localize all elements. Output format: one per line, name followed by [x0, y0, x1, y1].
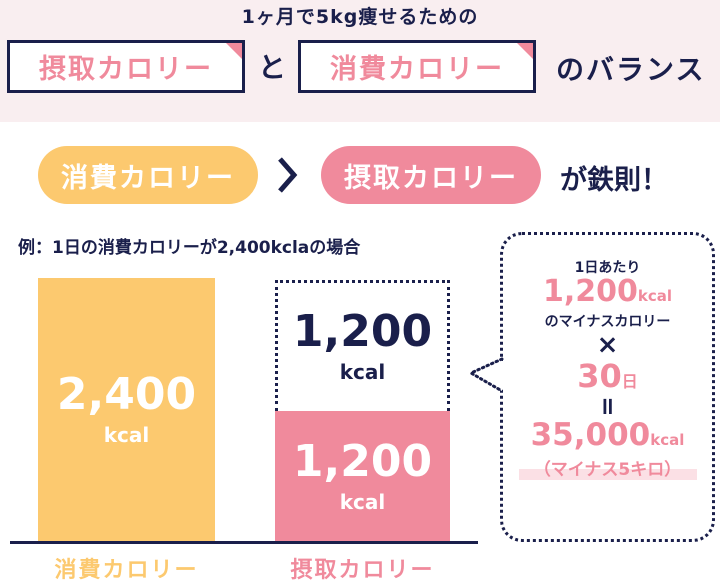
intake-unit: kcal	[339, 489, 386, 514]
equals-icon: =	[593, 395, 622, 417]
callout-pointer	[467, 355, 505, 395]
consumed-label: 消費カロリー	[54, 558, 199, 583]
intake-value: 1,200	[292, 435, 433, 487]
callout-total-unit: kcal	[650, 431, 685, 450]
intake-pill: 摂取カロリー	[321, 146, 541, 204]
intake-box: 摂取カロリー	[7, 40, 245, 93]
deficit-value: 1,200	[292, 306, 433, 357]
consumed-unit: kcal	[103, 423, 150, 447]
baseline	[10, 541, 478, 544]
times-icon: ×	[596, 330, 619, 360]
balance-text: のバランス	[556, 53, 706, 86]
callout-note: （マイナス5キロ）	[518, 455, 697, 481]
consumed-pill: 消費カロリー	[38, 146, 258, 204]
intake-bar: 1,200 kcal	[275, 411, 450, 542]
deficit-unit: kcal	[339, 360, 386, 384]
consumed-box: 消費カロリー	[298, 40, 536, 93]
callout-days-unit: 日	[621, 371, 638, 391]
greater-than-icon	[276, 156, 298, 194]
intake-label: 摂取カロリー	[290, 558, 435, 583]
callout-value1: 1,200	[542, 274, 638, 309]
callout-line1: 1日あたり	[574, 260, 641, 276]
callout-line2: のマイナスカロリー	[544, 314, 671, 330]
example-text: 例：1日の消費カロリーが2,400kclaの場合	[18, 238, 361, 258]
consumed-value: 2,400	[56, 369, 197, 420]
callout-total: 35,000	[530, 417, 651, 454]
callout-box: 1日あたり 1,200kcal のマイナスカロリー × 30日 = 35,000…	[500, 232, 715, 542]
connector-text: と	[258, 51, 287, 84]
consumed-bar: 2,400 kcal	[38, 278, 215, 542]
rule-suffix: が鉄則！	[560, 165, 668, 196]
callout-unit1: kcal	[637, 287, 673, 305]
deficit-bar: 1,200 kcal	[275, 280, 450, 411]
header-title: 1ヶ月で5kg痩せるための	[241, 6, 479, 28]
callout-days: 30	[577, 356, 622, 395]
